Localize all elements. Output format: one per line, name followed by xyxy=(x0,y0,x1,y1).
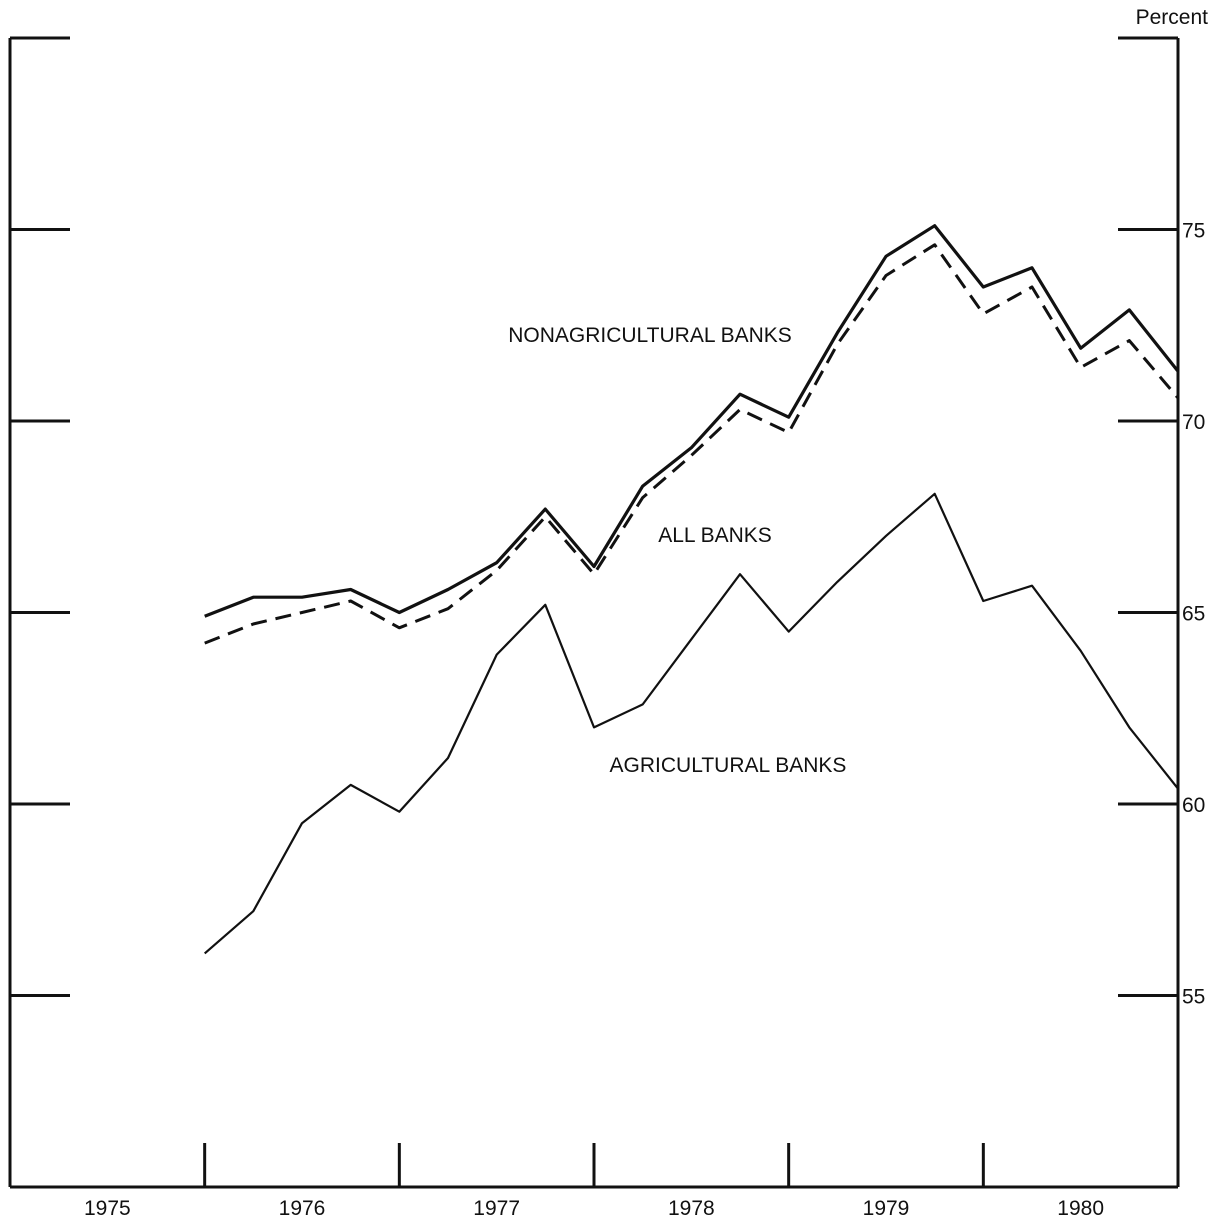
series-lines xyxy=(203,224,1180,955)
y-tick-label: 70 xyxy=(1182,411,1205,434)
x-tick-label: 1978 xyxy=(668,1197,715,1220)
x-tick-label: 1979 xyxy=(863,1197,910,1220)
y-tick-label: 60 xyxy=(1182,794,1205,817)
y-ticks: 75 70 65 60 55 xyxy=(10,36,1205,1009)
y-tick-label: 65 xyxy=(1182,603,1205,626)
series-line-1 xyxy=(204,243,1180,645)
y-unit-label: Percent xyxy=(1136,6,1209,29)
x-tick-label: 1976 xyxy=(279,1197,326,1220)
y-tick-label: 75 xyxy=(1182,220,1205,243)
series-labels: NONAGRICULTURAL BANKS ALL BANKS AGRICULT… xyxy=(508,324,846,777)
x-tick-label: 1977 xyxy=(473,1197,520,1220)
label-all-banks: ALL BANKS xyxy=(658,524,772,547)
series-line-2 xyxy=(203,492,1179,955)
y-tick-label: 55 xyxy=(1182,986,1205,1009)
series-line-0 xyxy=(204,224,1180,618)
label-agricultural-banks: AGRICULTURAL BANKS xyxy=(610,754,847,777)
x-tick-label: 1975 xyxy=(84,1197,131,1220)
x-tick-label: 1980 xyxy=(1057,1197,1104,1220)
label-nonagricultural-banks: NONAGRICULTURAL BANKS xyxy=(508,324,792,347)
plot-frame xyxy=(8,38,1180,1189)
x-ticks: 1975 1976 1977 1978 1979 1980 xyxy=(84,1143,1104,1220)
